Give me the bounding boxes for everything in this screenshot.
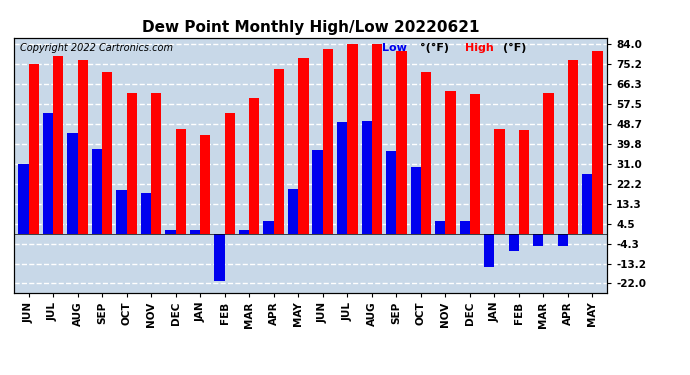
Bar <box>460 221 470 234</box>
Bar <box>558 234 568 246</box>
Bar <box>298 58 308 234</box>
Bar <box>215 234 225 281</box>
Bar <box>484 234 495 267</box>
Bar <box>141 193 151 234</box>
Bar <box>126 93 137 234</box>
Bar <box>495 129 504 234</box>
Bar <box>249 98 259 234</box>
Bar <box>264 221 274 234</box>
Bar <box>176 129 186 234</box>
Bar <box>347 44 357 234</box>
Bar <box>544 93 554 234</box>
Text: (°F): (°F) <box>504 43 526 52</box>
Bar <box>582 174 593 234</box>
Bar <box>67 134 77 234</box>
Bar <box>28 64 39 234</box>
Bar <box>166 231 176 234</box>
Bar <box>435 221 445 234</box>
Title: Dew Point Monthly High/Low 20220621: Dew Point Monthly High/Low 20220621 <box>141 20 480 35</box>
Bar <box>225 113 235 234</box>
Bar <box>239 231 249 234</box>
Bar <box>117 190 126 234</box>
Text: °(°F): °(°F) <box>420 43 449 52</box>
Bar <box>53 56 63 234</box>
Bar <box>288 189 298 234</box>
Bar <box>411 167 421 234</box>
Bar <box>533 234 544 246</box>
Text: Low: Low <box>382 43 406 52</box>
Bar <box>509 234 519 251</box>
Bar <box>190 231 200 234</box>
Text: Copyright 2022 Cartronics.com: Copyright 2022 Cartronics.com <box>20 43 172 52</box>
Bar <box>274 69 284 234</box>
Bar <box>77 60 88 234</box>
Bar <box>200 135 210 234</box>
Bar <box>337 122 347 234</box>
Bar <box>18 164 28 234</box>
Bar <box>396 51 406 234</box>
Bar <box>323 49 333 234</box>
Bar <box>519 130 529 234</box>
Bar <box>386 152 396 234</box>
Bar <box>593 51 603 234</box>
Bar <box>568 60 578 234</box>
Bar <box>362 121 372 234</box>
Bar <box>313 150 323 234</box>
Text: High: High <box>465 43 493 52</box>
Bar <box>102 72 112 234</box>
Bar <box>470 94 480 234</box>
Bar <box>151 93 161 234</box>
Bar <box>43 113 53 234</box>
Bar <box>372 44 382 234</box>
Bar <box>92 149 102 234</box>
Bar <box>421 72 431 234</box>
Bar <box>445 90 455 234</box>
